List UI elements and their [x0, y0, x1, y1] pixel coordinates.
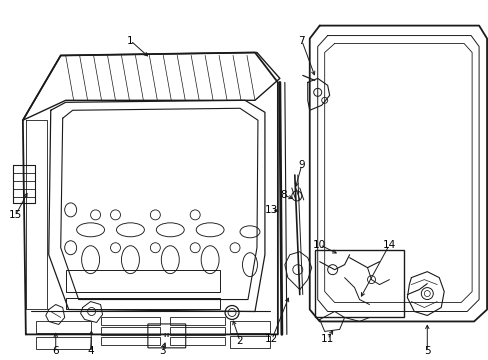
Bar: [101, 328, 160, 336]
Text: 1: 1: [127, 36, 134, 46]
Text: 10: 10: [312, 240, 325, 250]
Text: 7: 7: [298, 36, 305, 46]
Bar: [229, 336, 269, 348]
Bar: [101, 318, 160, 325]
Bar: [36, 337, 90, 349]
Text: 9: 9: [298, 160, 305, 170]
Text: 5: 5: [423, 346, 430, 356]
Text: 4: 4: [87, 346, 94, 356]
Text: 11: 11: [321, 334, 334, 345]
Bar: [65, 270, 220, 292]
Bar: [170, 318, 224, 325]
Text: 12: 12: [264, 334, 278, 345]
Text: 14: 14: [382, 240, 395, 250]
Bar: [314, 250, 404, 318]
Text: 6: 6: [52, 346, 59, 356]
Bar: [36, 321, 90, 333]
Bar: [170, 337, 224, 345]
Text: 8: 8: [280, 190, 286, 200]
Bar: [101, 337, 160, 345]
Text: 13: 13: [264, 205, 278, 215]
Text: 3: 3: [159, 346, 165, 356]
Bar: [170, 328, 224, 336]
Text: 2: 2: [236, 336, 243, 346]
Text: H: H: [163, 333, 168, 338]
Bar: [65, 298, 220, 310]
Bar: [229, 321, 269, 333]
Text: 15: 15: [9, 210, 22, 220]
